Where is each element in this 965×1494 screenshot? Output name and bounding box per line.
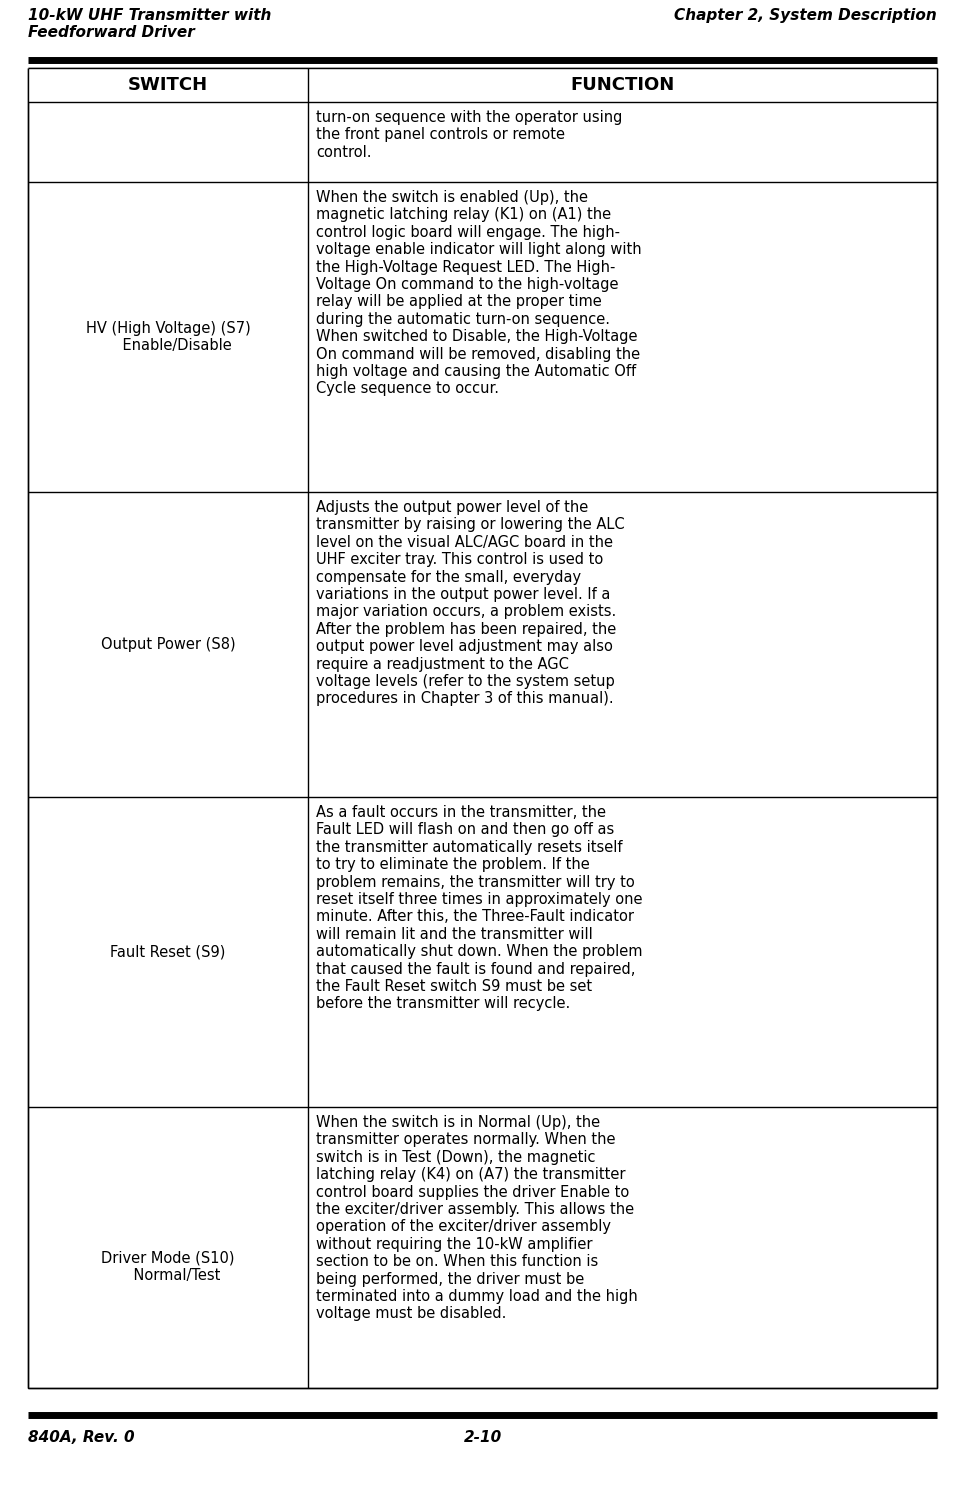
Text: Feedforward Driver: Feedforward Driver xyxy=(28,25,195,40)
Text: 10-kW UHF Transmitter with: 10-kW UHF Transmitter with xyxy=(28,7,271,22)
Text: SWITCH: SWITCH xyxy=(128,76,208,94)
Text: As a fault occurs in the transmitter, the
Fault LED will flash on and then go of: As a fault occurs in the transmitter, th… xyxy=(316,805,643,1011)
Text: Adjusts the output power level of the
transmitter by raising or lowering the ALC: Adjusts the output power level of the tr… xyxy=(316,500,624,707)
Text: When the switch is enabled (Up), the
magnetic latching relay (K1) on (A1) the
co: When the switch is enabled (Up), the mag… xyxy=(316,190,642,396)
Bar xyxy=(28,69,937,1388)
Text: 2-10: 2-10 xyxy=(463,1430,502,1445)
Text: 840A, Rev. 0: 840A, Rev. 0 xyxy=(28,1430,135,1445)
Text: Output Power (S8): Output Power (S8) xyxy=(100,636,235,651)
Text: Chapter 2, System Description: Chapter 2, System Description xyxy=(675,7,937,22)
Text: FUNCTION: FUNCTION xyxy=(570,76,675,94)
Text: Fault Reset (S9): Fault Reset (S9) xyxy=(110,944,226,959)
Text: Driver Mode (S10)
    Normal/Test: Driver Mode (S10) Normal/Test xyxy=(101,1250,234,1283)
Text: turn-on sequence with the operator using
the front panel controls or remote
cont: turn-on sequence with the operator using… xyxy=(316,111,622,160)
Text: HV (High Voltage) (S7)
    Enable/Disable: HV (High Voltage) (S7) Enable/Disable xyxy=(86,321,250,353)
Text: When the switch is in Normal (Up), the
transmitter operates normally. When the
s: When the switch is in Normal (Up), the t… xyxy=(316,1115,638,1321)
Bar xyxy=(28,69,937,102)
